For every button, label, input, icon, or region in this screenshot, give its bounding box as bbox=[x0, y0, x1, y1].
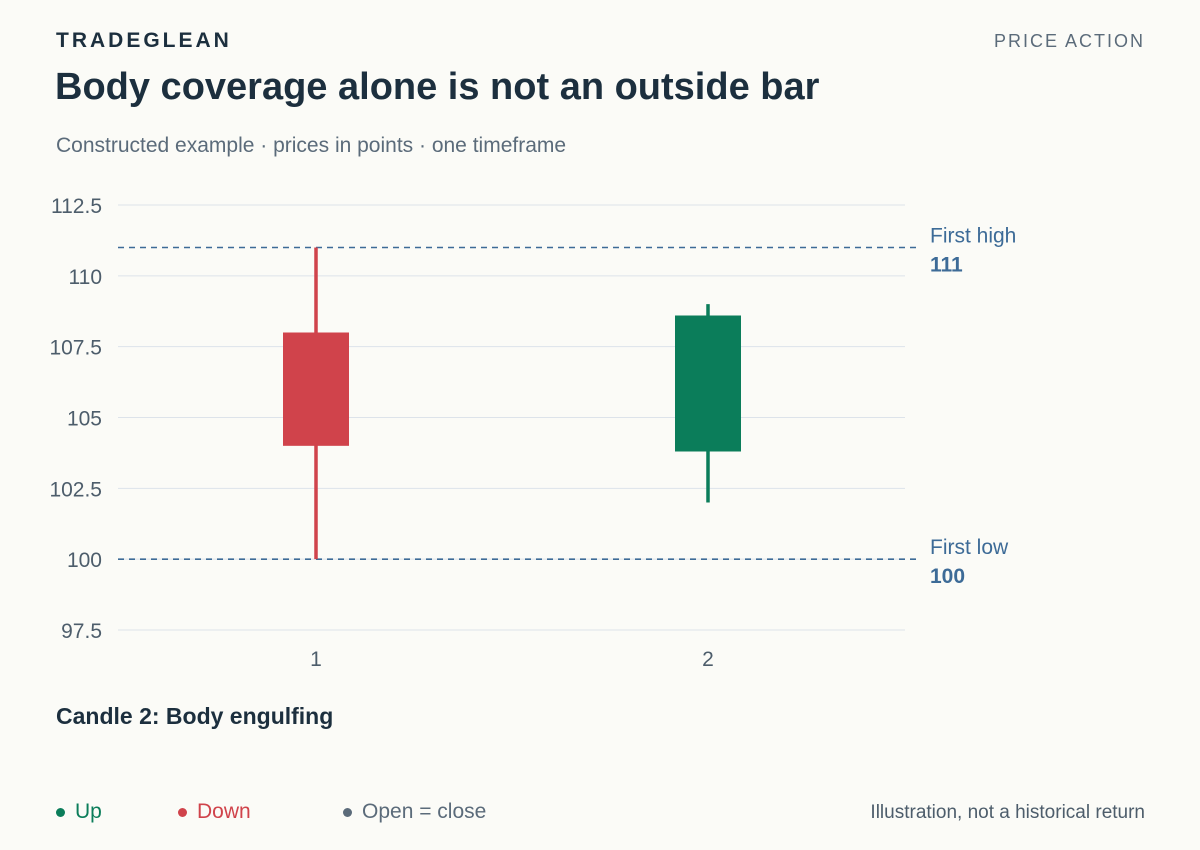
y-tick-label: 100 bbox=[67, 549, 102, 572]
y-tick-label: 107.5 bbox=[49, 337, 102, 360]
page-title: Body coverage alone is not an outside ba… bbox=[55, 66, 820, 108]
footnote: Illustration, not a historical return bbox=[870, 802, 1145, 823]
chart-subtitle: Constructed example · prices in points ·… bbox=[56, 134, 567, 157]
x-tick-label: 2 bbox=[702, 648, 714, 671]
y-tick-label: 105 bbox=[67, 408, 102, 431]
candle-body bbox=[283, 332, 349, 446]
legend-item-down: Down bbox=[178, 800, 343, 824]
section-tag: PRICE ACTION bbox=[993, 31, 1145, 51]
y-tick-label: 102.5 bbox=[49, 478, 102, 501]
legend-item-open-equals-close: Open = close bbox=[343, 800, 486, 824]
chart-annotation: Candle 2: Body engulfing bbox=[56, 703, 334, 729]
legend-label-down: Down bbox=[197, 800, 251, 823]
legend: Up Down Open = close bbox=[56, 800, 486, 824]
legend-dot-open-equals-close bbox=[343, 807, 352, 817]
reference-line-name: First low bbox=[930, 536, 1009, 559]
y-tick-label: 112.5 bbox=[51, 195, 102, 218]
legend-label-up: Up bbox=[75, 800, 102, 823]
y-tick-label: 110 bbox=[69, 266, 102, 289]
legend-dot-up bbox=[56, 807, 65, 817]
reference-line-name: First high bbox=[930, 225, 1016, 248]
reference-line-value: 100 bbox=[930, 565, 965, 588]
legend-label-open-equals-close: Open = close bbox=[362, 800, 487, 823]
legend-dot-down bbox=[178, 807, 187, 817]
reference-line-value: 111 bbox=[930, 254, 963, 277]
y-tick-label: 97.5 bbox=[61, 620, 102, 643]
x-tick-label: 1 bbox=[310, 648, 322, 671]
legend-item-up: Up bbox=[56, 800, 178, 824]
brand-logo: TRADEGLEAN bbox=[56, 29, 232, 52]
candle-body bbox=[675, 315, 741, 452]
